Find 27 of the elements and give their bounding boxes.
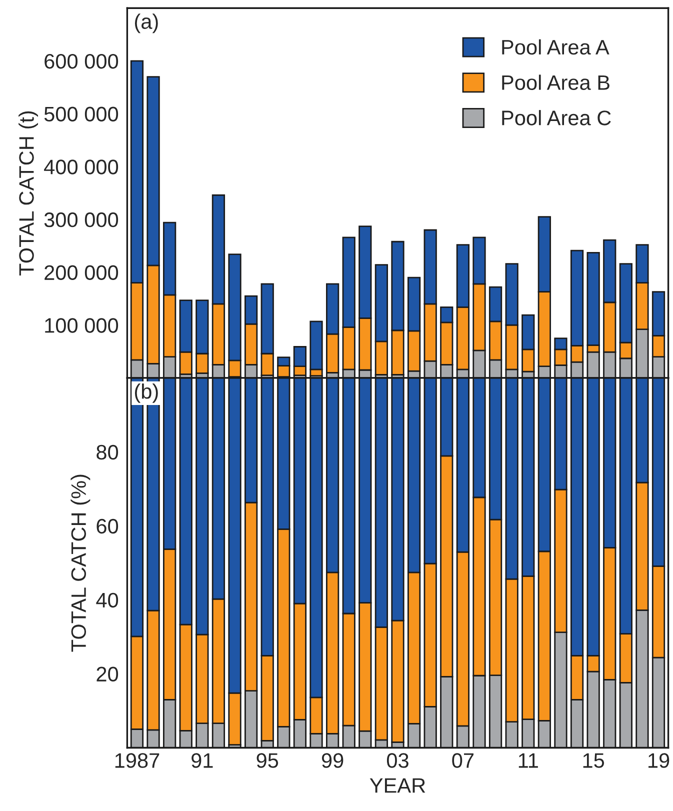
x-tick-label: 19 — [648, 753, 670, 768]
legend-label: Pool Area C — [502, 110, 611, 126]
y-tick-label: 200 000 — [44, 265, 118, 280]
x-axis-title: YEAR — [370, 778, 426, 793]
x-tick-label: 11 — [518, 753, 538, 768]
y-tick-label: 100 000 — [45, 318, 118, 333]
x-tick-label: 99 — [322, 753, 344, 768]
y-tick-label: 500 000 — [44, 106, 118, 122]
y-tick-label: 80 — [96, 444, 118, 460]
annotation: (b) — [134, 383, 158, 403]
x-tick-label: 03 — [386, 753, 408, 768]
annotation: (a) — [134, 14, 158, 34]
y-tick-label: 300 000 — [44, 212, 118, 228]
y-tick-label: 400 000 — [44, 160, 118, 174]
x-tick-label: 1987 — [115, 753, 160, 768]
legend-label: Pool Area B — [502, 74, 610, 90]
y-axis-title: TOTAL CATCH (t) — [18, 111, 38, 276]
y-axis-title: TOTAL CATCH (%) — [70, 474, 90, 652]
y-tick-label: 600 000 — [44, 54, 118, 69]
x-tick-label: 91 — [192, 753, 213, 768]
x-tick-label: 15 — [583, 753, 604, 768]
y-tick-label: 40 — [96, 592, 118, 608]
x-tick-label: 95 — [256, 753, 278, 768]
y-tick-label: 20 — [96, 666, 118, 682]
y-tick-label: 60 — [96, 518, 118, 534]
x-tick-label: 07 — [452, 753, 474, 768]
legend-label: Pool Area A — [502, 39, 610, 55]
